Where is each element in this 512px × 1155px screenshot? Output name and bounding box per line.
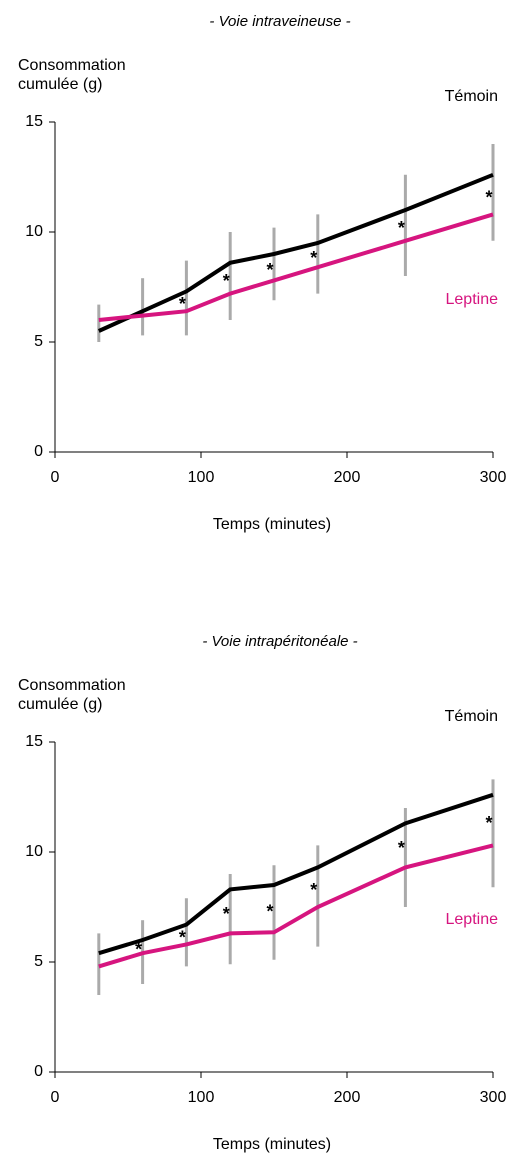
significance-mark: * bbox=[266, 901, 273, 921]
chart-title: - Voie intraveineuse - bbox=[209, 13, 350, 30]
significance-mark: * bbox=[398, 838, 405, 858]
series-line bbox=[97, 172, 494, 333]
significance-mark: * bbox=[179, 294, 186, 314]
y-tick-label: 0 bbox=[34, 443, 43, 460]
y-axis-label: Consommation bbox=[18, 57, 126, 74]
y-axis-label: Consommation bbox=[18, 677, 126, 694]
series-label: Témoin bbox=[445, 708, 498, 725]
series-line bbox=[98, 212, 494, 322]
x-tick-label: 300 bbox=[480, 1089, 507, 1106]
significance-mark: * bbox=[135, 939, 142, 959]
chart-title: - Voie intrapéritonéale - bbox=[202, 633, 357, 650]
significance-mark: * bbox=[179, 927, 186, 947]
significance-mark: * bbox=[223, 904, 230, 924]
significance-mark: * bbox=[310, 248, 317, 268]
x-tick-label: 100 bbox=[188, 1089, 215, 1106]
significance-mark: * bbox=[223, 271, 230, 291]
y-tick-label: 5 bbox=[34, 953, 43, 970]
y-axis-label: cumulée (g) bbox=[18, 76, 102, 93]
significance-mark: * bbox=[266, 260, 273, 280]
significance-mark: * bbox=[485, 813, 492, 833]
significance-mark: * bbox=[310, 880, 317, 900]
y-tick-label: 10 bbox=[25, 223, 43, 240]
y-tick-label: 15 bbox=[25, 113, 43, 130]
y-tick-label: 15 bbox=[25, 733, 43, 750]
y-axis-label: cumulée (g) bbox=[18, 696, 102, 713]
series-label: Leptine bbox=[446, 911, 499, 928]
x-axis-label: Temps (minutes) bbox=[213, 1136, 331, 1153]
x-tick-label: 300 bbox=[480, 469, 507, 486]
significance-mark: * bbox=[398, 218, 405, 238]
y-tick-label: 0 bbox=[34, 1063, 43, 1080]
y-tick-label: 5 bbox=[34, 333, 43, 350]
x-axis-label: Temps (minutes) bbox=[213, 516, 331, 533]
x-tick-label: 100 bbox=[188, 469, 215, 486]
x-tick-label: 0 bbox=[51, 469, 60, 486]
significance-mark: * bbox=[485, 187, 492, 207]
series-line bbox=[98, 792, 494, 956]
y-tick-label: 10 bbox=[25, 843, 43, 860]
x-tick-label: 200 bbox=[334, 469, 361, 486]
x-tick-label: 200 bbox=[334, 1089, 361, 1106]
x-tick-label: 0 bbox=[51, 1089, 60, 1106]
series-line bbox=[98, 843, 494, 969]
series-label: Leptine bbox=[446, 291, 499, 308]
series-label: Témoin bbox=[445, 88, 498, 105]
